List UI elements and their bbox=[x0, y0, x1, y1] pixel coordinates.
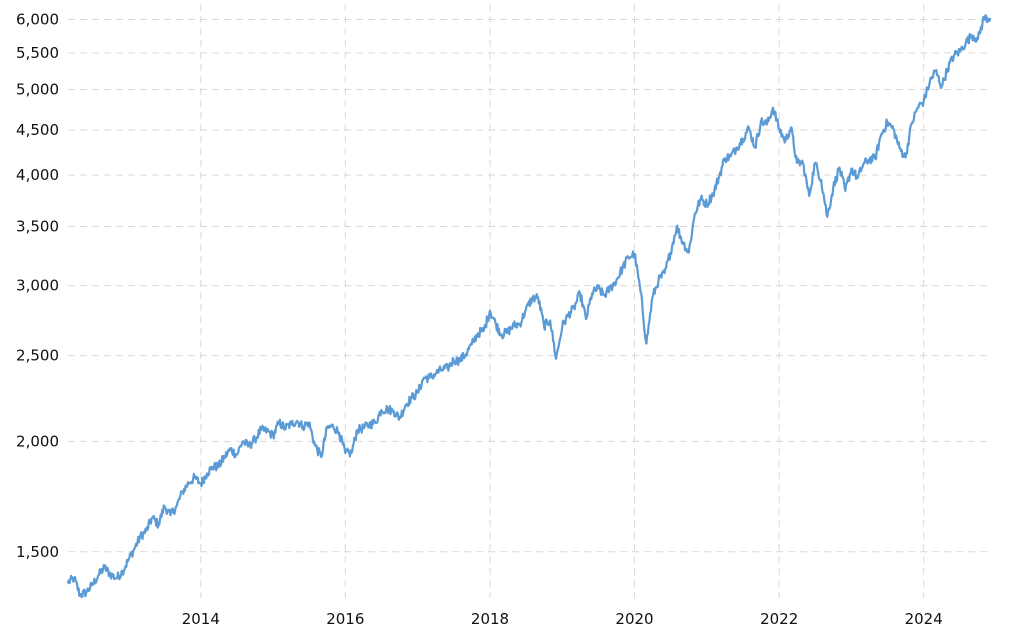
series-layer bbox=[66, 14, 992, 599]
x-tick-label: 2016 bbox=[326, 610, 364, 628]
y-tick-label: 1,500 bbox=[16, 543, 59, 561]
x-tick-label: 2014 bbox=[182, 610, 220, 628]
y-tick-label: 4,500 bbox=[16, 121, 59, 139]
x-tick-label: 2022 bbox=[760, 610, 798, 628]
y-tick-label: 3,500 bbox=[16, 217, 59, 235]
x-tick-label: 2020 bbox=[615, 610, 653, 628]
series-line bbox=[66, 14, 992, 599]
y-tick-label: 5,000 bbox=[16, 80, 59, 98]
y-tick-label: 5,500 bbox=[16, 44, 59, 62]
y-tick-label: 4,000 bbox=[16, 166, 59, 184]
y-tick-label: 3,000 bbox=[16, 277, 59, 295]
x-tick-label: 2024 bbox=[905, 610, 943, 628]
x-axis: 2014 2016 2018 2020 2022 2024 bbox=[182, 610, 943, 628]
y-tick-label: 2,000 bbox=[16, 432, 59, 450]
y-axis: 1,500 2,000 2,500 3,000 3,500 4,000 4,500 5,000… bbox=[16, 10, 59, 560]
x-tick-label: 2018 bbox=[471, 610, 509, 628]
y-tick-label: 2,500 bbox=[16, 347, 59, 365]
y-tick-label: 6,000 bbox=[16, 10, 59, 28]
